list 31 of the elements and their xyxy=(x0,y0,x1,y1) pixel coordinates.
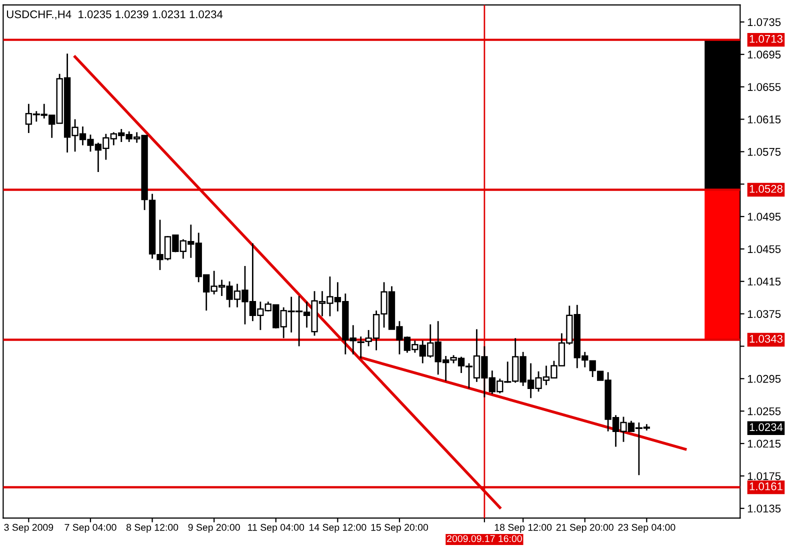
y-tick-label: 1.0655 xyxy=(748,83,781,91)
x-tick-label: 8 Sep 12:00 xyxy=(126,524,178,533)
ref-line-label: 1.0161 xyxy=(750,482,782,490)
ref-line-label: 1.0713 xyxy=(750,34,782,43)
y-tick-label: 1.0295 xyxy=(748,374,781,383)
y-tick-label: 1.0615 xyxy=(748,116,781,124)
y-tick-label: 1.0135 xyxy=(748,504,781,513)
ref-line-label: 1.0528 xyxy=(750,184,782,193)
y-tick-label: 1.0735 xyxy=(748,18,781,26)
x-tick-label: 18 Sep 12:00 xyxy=(494,524,552,533)
x-tick-label: 11 Sep 04:00 xyxy=(248,524,304,533)
x-tick-label: 7 Sep 04:00 xyxy=(64,524,116,533)
y-tick-label: 1.0375 xyxy=(748,310,781,318)
ref-line-label: 1.0343 xyxy=(750,334,782,343)
x-tick-label: 21 Sep 20:00 xyxy=(556,524,614,533)
y-tick-label: 1.0215 xyxy=(748,440,781,448)
y-tick-label: 1.0175 xyxy=(748,472,781,480)
x-tick-label: 14 Sep 12:00 xyxy=(309,524,366,533)
y-tick-label: 1.0575 xyxy=(748,148,781,156)
y-tick-label: 1.0455 xyxy=(748,245,781,254)
y-tick-label: 1.0695 xyxy=(748,50,781,59)
x-tick-label: 2009.09.17 16:00 xyxy=(447,535,522,542)
y-tick-label: 1.0495 xyxy=(748,212,781,221)
x-tick-label: 23 Sep 04:00 xyxy=(618,524,676,533)
x-tick-label: 3 Sep 2009 xyxy=(4,524,54,533)
text: 1.0234 xyxy=(750,423,783,432)
chart-title: USDCHF.,H4 1.0235 1.0239 1.0231 1.0234 xyxy=(6,10,223,20)
x-tick-label: 9 Sep 20:00 xyxy=(188,524,240,533)
y-tick-label: 1.0255 xyxy=(748,407,781,416)
x-tick-label: 15 Sep 20:00 xyxy=(371,524,428,533)
y-tick-label: 1.0415 xyxy=(748,278,781,286)
